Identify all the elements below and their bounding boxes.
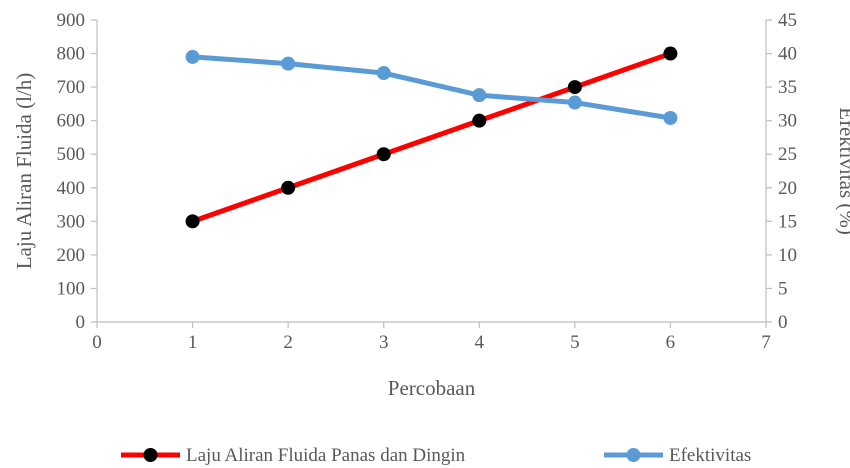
series-1-point	[472, 113, 487, 128]
series-2-point	[281, 56, 296, 71]
series-line-1	[190, 51, 673, 224]
y-right-tick-label: 20	[778, 178, 797, 199]
y-left-tick-label: 900	[57, 10, 86, 31]
y-left-tick-label: 600	[57, 111, 86, 132]
series-2-point	[472, 88, 487, 103]
x-tick-label: 7	[761, 332, 771, 353]
y-left-tick-label: 0	[76, 312, 86, 333]
x-tick-label: 3	[379, 332, 389, 353]
y-right-tick-label: 45	[778, 10, 797, 31]
legend-marker-2	[626, 448, 641, 462]
y-left-tick-label: 800	[57, 44, 86, 65]
y-right-tick-label: 30	[778, 111, 797, 132]
x-tick-label: 6	[666, 332, 676, 353]
y-right-tick-label: 35	[778, 77, 797, 98]
series-2-point	[567, 95, 582, 110]
y-left-tick-label: 400	[57, 178, 86, 199]
series-2-point	[663, 110, 678, 125]
series-layer	[185, 46, 678, 229]
series-1-point	[281, 180, 296, 195]
x-tick-label: 0	[92, 332, 102, 353]
series-1-point	[185, 214, 200, 229]
legend-marker-1	[143, 448, 158, 462]
y-right-tick-label: 10	[778, 245, 797, 266]
y-right-tick-label: 5	[778, 278, 788, 299]
y-axis-right-title: Efektivitas (%)	[835, 107, 850, 235]
y-right-tick-label: 25	[778, 144, 797, 165]
series-1-point	[567, 80, 582, 95]
series-1-point	[663, 46, 678, 61]
series-2-point	[185, 49, 200, 64]
labels: Percobaan Laju Aliran Fluida (l/h) Efekt…	[12, 73, 850, 400]
y-left-tick-label: 700	[57, 77, 86, 98]
y-right-tick-label: 40	[778, 44, 797, 65]
y-left-tick-label: 500	[57, 144, 86, 165]
y-left-tick-label: 200	[57, 245, 86, 266]
series-2-point	[376, 66, 391, 81]
legend-label-1: Laju Aliran Fluida Panas dan Dingin	[186, 445, 466, 466]
y-right-tick-label: 0	[778, 312, 788, 333]
y-axis-left-title: Laju Aliran Fluida (l/h)	[12, 73, 36, 270]
y-left-tick-label: 100	[57, 278, 86, 299]
x-axis-title: Percobaan	[388, 376, 476, 400]
x-tick-label: 4	[475, 332, 485, 353]
x-tick-label: 5	[570, 332, 580, 353]
axes: 0 1 2 3 4 5 6 701002003004005006007008009000510…	[57, 10, 798, 353]
legend: Laju Aliran Fluida Panas dan Dingin Efekt…	[121, 445, 751, 466]
y-right-tick-label: 15	[778, 211, 797, 232]
series-line-2	[190, 54, 673, 121]
y-left-tick-label: 300	[57, 211, 86, 232]
x-tick-label: 1	[188, 332, 198, 353]
series-1-point	[376, 147, 391, 162]
legend-label-2: Efektivitas	[669, 445, 751, 466]
x-tick-label: 2	[283, 332, 293, 353]
